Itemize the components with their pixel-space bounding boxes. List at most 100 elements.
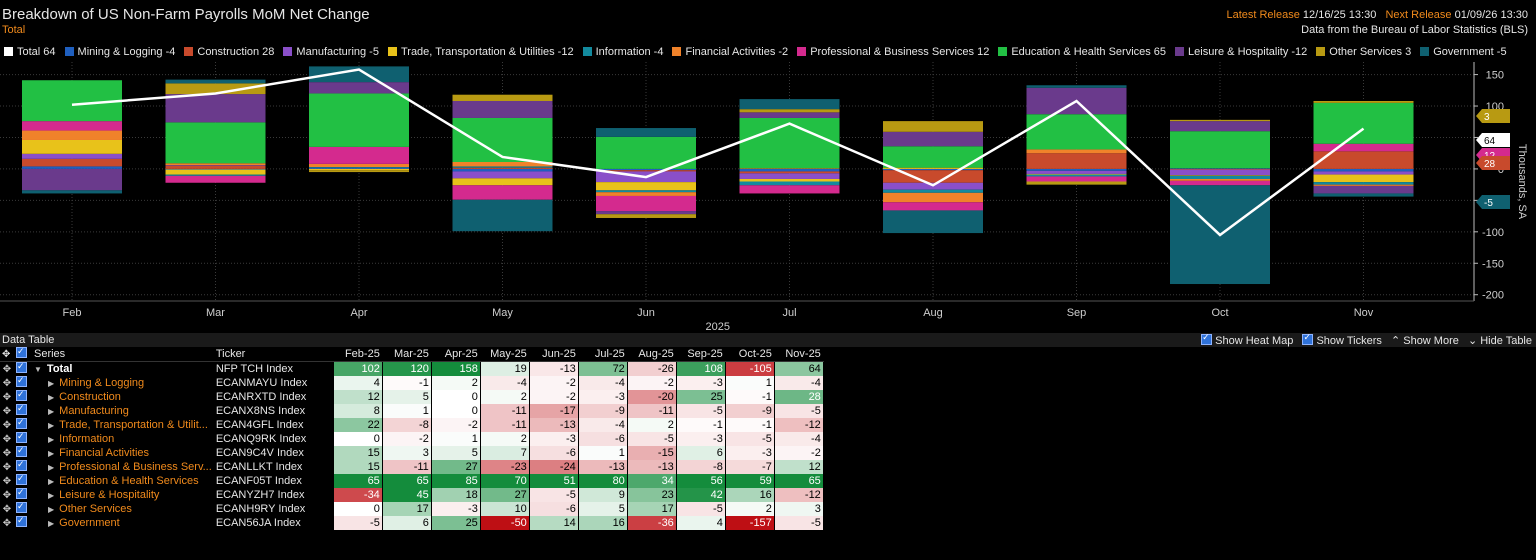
expand-icon[interactable]: ▶ xyxy=(48,434,55,444)
ticker-cell[interactable]: ECANYZH7 Index xyxy=(215,488,305,501)
legend-item[interactable]: Manufacturing -5 xyxy=(283,46,379,58)
value-cell[interactable]: -1 xyxy=(676,418,726,432)
value-cell[interactable]: 12 xyxy=(774,460,824,474)
hide-table-button[interactable]: ⌄ Hide Table xyxy=(1468,334,1532,347)
series-cell[interactable]: ▶ Financial Activities xyxy=(32,446,214,460)
table-row[interactable]: ✥ ▶ Leisure & Hospitality ECANYZH7 Index -34… xyxy=(0,488,824,502)
move-all-icon[interactable]: ✥ xyxy=(0,347,14,362)
value-cell[interactable]: 16 xyxy=(578,516,628,530)
value-cell[interactable]: 2 xyxy=(725,502,775,516)
series-cell[interactable]: ▶ Construction xyxy=(32,390,214,404)
row-checkbox[interactable] xyxy=(14,446,32,460)
legend-item[interactable]: Total 64 xyxy=(4,46,56,58)
value-cell[interactable]: 85 xyxy=(431,474,481,488)
value-cell[interactable]: 16 xyxy=(725,488,775,502)
value-cell[interactable]: -2 xyxy=(774,446,824,460)
value-cell[interactable]: -2 xyxy=(431,418,481,432)
ticker-cell[interactable]: NFP TCH Index xyxy=(215,362,294,375)
value-cell[interactable]: -5 xyxy=(627,432,677,446)
value-cell[interactable]: 2 xyxy=(480,432,530,446)
value-cell[interactable]: -13 xyxy=(529,418,579,432)
value-cell[interactable]: -17 xyxy=(529,404,579,418)
expand-icon[interactable]: ▶ xyxy=(48,518,55,528)
value-cell[interactable]: -2 xyxy=(529,390,579,404)
value-cell[interactable]: 25 xyxy=(431,516,481,530)
value-cell[interactable]: -1 xyxy=(725,390,775,404)
value-cell[interactable]: 8 xyxy=(333,404,383,418)
row-checkbox[interactable] xyxy=(14,474,32,488)
drag-handle-icon[interactable]: ✥ xyxy=(2,419,12,431)
value-cell[interactable]: 3 xyxy=(774,502,824,516)
value-cell[interactable]: -1 xyxy=(725,418,775,432)
value-cell[interactable]: 5 xyxy=(382,390,432,404)
drag-handle-icon[interactable]: ✥ xyxy=(2,391,12,403)
value-cell[interactable]: -50 xyxy=(480,516,530,530)
value-cell[interactable]: -11 xyxy=(382,460,432,474)
value-cell[interactable]: -3 xyxy=(676,432,726,446)
value-cell[interactable]: -15 xyxy=(627,446,677,460)
series-cell[interactable]: ▶ Information xyxy=(32,432,214,446)
value-cell[interactable]: -23 xyxy=(480,460,530,474)
ticker-cell[interactable]: ECANH9RY Index xyxy=(215,502,306,515)
value-cell[interactable]: 19 xyxy=(480,361,530,376)
table-row[interactable]: ✥ ▶ Financial Activities ECAN9C4V Index 1535… xyxy=(0,446,824,460)
value-cell[interactable]: 0 xyxy=(333,502,383,516)
value-cell[interactable]: -6 xyxy=(578,432,628,446)
value-cell[interactable]: 12 xyxy=(333,390,383,404)
ticker-cell[interactable]: ECAN9C4V Index xyxy=(215,446,304,459)
value-cell[interactable]: -5 xyxy=(774,516,824,530)
expand-icon[interactable]: ▶ xyxy=(48,378,55,388)
row-checkbox[interactable] xyxy=(14,432,32,446)
expand-icon[interactable]: ▶ xyxy=(48,504,55,514)
month-column-header[interactable]: Apr-25 xyxy=(431,347,481,362)
value-cell[interactable]: 10 xyxy=(480,502,530,516)
legend-item[interactable]: Education & Health Services 65 xyxy=(998,46,1166,58)
value-cell[interactable]: 15 xyxy=(333,446,383,460)
expand-icon[interactable]: ▶ xyxy=(48,406,55,416)
table-row[interactable]: ✥ ▶ Construction ECANRXTD Index 12502-2-3-20… xyxy=(0,390,824,404)
value-cell[interactable]: 5 xyxy=(578,502,628,516)
expand-icon[interactable]: ▶ xyxy=(48,420,55,430)
legend-item[interactable]: Information -4 xyxy=(582,46,663,58)
drag-handle-icon[interactable]: ✥ xyxy=(2,517,12,529)
expand-icon[interactable]: ▶ xyxy=(48,448,55,458)
value-cell[interactable]: -3 xyxy=(725,446,775,460)
value-cell[interactable]: 65 xyxy=(774,474,824,488)
drag-handle-icon[interactable]: ✥ xyxy=(2,377,12,389)
value-cell[interactable]: 120 xyxy=(382,361,432,376)
value-cell[interactable]: -5 xyxy=(725,432,775,446)
value-cell[interactable]: 5 xyxy=(431,446,481,460)
value-cell[interactable]: 17 xyxy=(627,502,677,516)
value-cell[interactable]: -36 xyxy=(627,516,677,530)
value-cell[interactable]: 27 xyxy=(431,460,481,474)
ticker-column-header[interactable]: Ticker xyxy=(213,347,322,362)
value-cell[interactable]: -5 xyxy=(774,404,824,418)
series-column-header[interactable]: Series xyxy=(32,347,214,362)
month-column-header[interactable]: Feb-25 xyxy=(333,347,383,362)
row-checkbox[interactable] xyxy=(14,390,32,404)
ticker-cell[interactable]: ECANF05T Index xyxy=(215,474,302,487)
series-cell[interactable]: ▼ Total xyxy=(32,362,214,377)
value-cell[interactable]: 14 xyxy=(529,516,579,530)
value-cell[interactable]: 80 xyxy=(578,474,628,488)
row-checkbox[interactable] xyxy=(14,516,32,530)
row-checkbox[interactable] xyxy=(14,418,32,432)
value-cell[interactable]: -12 xyxy=(774,488,824,502)
series-cell[interactable]: ▶ Manufacturing xyxy=(32,404,214,418)
value-cell[interactable]: 56 xyxy=(676,474,726,488)
show-tickers-toggle[interactable]: Show Tickers xyxy=(1302,332,1382,347)
drag-handle-icon[interactable]: ✥ xyxy=(2,405,12,417)
value-cell[interactable]: -5 xyxy=(676,404,726,418)
row-checkbox[interactable] xyxy=(14,460,32,474)
value-cell[interactable]: -5 xyxy=(676,502,726,516)
month-column-header[interactable]: Jun-25 xyxy=(529,347,579,362)
value-cell[interactable]: 6 xyxy=(676,446,726,460)
value-cell[interactable]: 45 xyxy=(382,488,432,502)
value-cell[interactable]: -4 xyxy=(774,376,824,390)
value-cell[interactable]: 7 xyxy=(480,446,530,460)
row-checkbox[interactable] xyxy=(14,362,32,377)
series-cell[interactable]: ▶ Other Services xyxy=(32,502,214,516)
